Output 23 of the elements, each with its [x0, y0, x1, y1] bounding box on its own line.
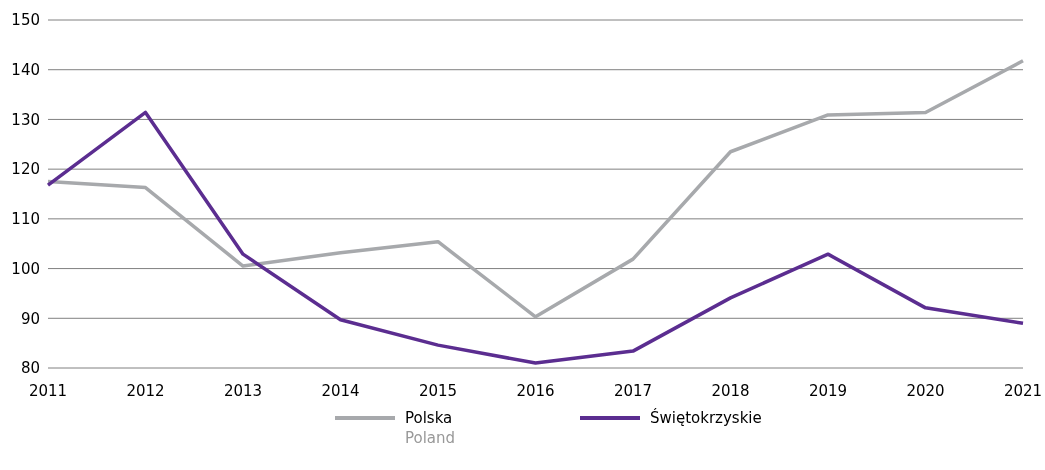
y-tick-label: 80: [20, 359, 40, 378]
line-series: [46, 110, 1025, 365]
y-tick-label: 140: [11, 60, 40, 79]
y-tick-label: 130: [11, 110, 40, 129]
legend-label: Świętokrzyskie: [650, 408, 762, 427]
x-tick-label: 2017: [613, 382, 653, 400]
x-tick-label: 2015: [418, 382, 458, 400]
x-tick-label: 2018: [711, 382, 750, 400]
x-tick-label: 2016: [516, 382, 555, 400]
x-tick-label: 2020: [906, 382, 945, 400]
x-tick-label: 2012: [126, 382, 165, 400]
line-series: [46, 59, 1025, 319]
x-tick-label: 2021: [1003, 382, 1043, 400]
x-tick-label: 2013: [223, 382, 263, 400]
x-tick-label: 2011: [28, 382, 68, 400]
x-tick-label: 2014: [321, 382, 360, 400]
y-tick-label: 90: [20, 309, 40, 328]
y-tick-label: 110: [11, 210, 40, 229]
y-tick-label: 150: [11, 11, 40, 30]
y-tick-label: 120: [11, 160, 40, 179]
legend-label: Polska Poland: [405, 409, 456, 447]
x-tick-label: 2019: [808, 382, 848, 400]
y-tick-label: 100: [11, 259, 40, 278]
